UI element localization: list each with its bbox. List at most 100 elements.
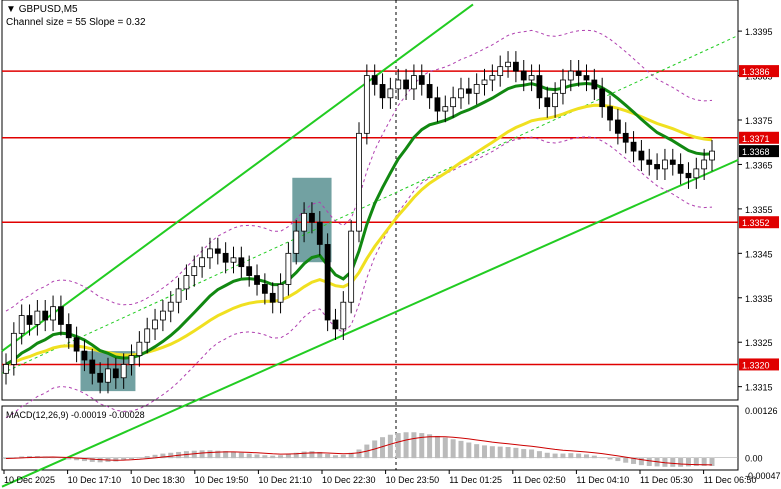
macd-bar xyxy=(113,457,119,462)
macd-bar xyxy=(434,435,440,459)
candle-body xyxy=(277,284,284,303)
candle-body xyxy=(316,221,323,245)
macd-bar xyxy=(356,449,362,459)
candle-body xyxy=(26,315,33,325)
macd-bar xyxy=(270,455,276,459)
candle-body xyxy=(183,275,190,290)
time-label: 10 Dec 21:10 xyxy=(258,475,312,485)
candle-body xyxy=(442,106,449,112)
macd-bar xyxy=(513,447,519,459)
macd-bar xyxy=(66,457,72,460)
candle-body xyxy=(544,97,551,108)
macd-bar xyxy=(301,451,307,459)
level-label: 1.3352 xyxy=(742,218,770,228)
candle-body xyxy=(65,324,72,339)
candle-body xyxy=(638,150,645,161)
candle-body xyxy=(120,364,127,379)
channel-upper xyxy=(1,3,474,352)
candle-body xyxy=(583,75,590,81)
candle-body xyxy=(403,79,409,90)
candle-body xyxy=(18,315,25,334)
time-label: 11 Dec 01:25 xyxy=(449,475,502,485)
symbol-label: GBPUSD,M5 xyxy=(18,4,78,15)
candle-body xyxy=(614,119,621,134)
candle-body xyxy=(285,252,292,285)
macd-bar xyxy=(623,457,629,463)
time-label: 10 Dec 22:30 xyxy=(322,475,376,485)
macd-bar xyxy=(254,454,260,459)
candle-body xyxy=(693,168,700,179)
candle-body xyxy=(630,141,637,152)
candle-body xyxy=(191,266,198,276)
time-label: 11 Dec 04:10 xyxy=(576,475,629,485)
level-tag xyxy=(739,358,779,371)
macd-bar xyxy=(223,451,229,459)
macd-bar xyxy=(262,455,268,459)
candle-body xyxy=(567,70,574,81)
candle-body xyxy=(356,132,362,232)
macd-bar xyxy=(466,442,472,459)
level-tag xyxy=(739,65,779,78)
macd-bar xyxy=(58,457,64,459)
candle-body xyxy=(340,301,347,330)
collapse-marker[interactable]: ▼ xyxy=(6,4,16,15)
macd-bar xyxy=(560,453,566,459)
macd-bar xyxy=(670,457,676,467)
macd-bar xyxy=(50,456,56,459)
candle-body xyxy=(199,257,206,268)
candle-body xyxy=(709,150,715,161)
candle-body xyxy=(646,159,653,165)
candle-body xyxy=(112,368,119,379)
macd-bar xyxy=(325,454,331,459)
time-label: 10 Dec 23:50 xyxy=(386,475,440,485)
macd-bar xyxy=(403,432,409,459)
level-label: 1.3371 xyxy=(742,134,770,144)
price-tick-label: 1.3335 xyxy=(745,294,773,304)
candle-body xyxy=(622,132,629,143)
macd-bar xyxy=(631,457,637,464)
macd-bar xyxy=(536,451,542,459)
macd-bar xyxy=(646,457,652,466)
candle-body xyxy=(473,84,480,94)
candle-body xyxy=(560,79,566,94)
candle-body xyxy=(379,84,386,99)
macd-bar xyxy=(419,433,425,459)
price-tick-label: 1.3325 xyxy=(745,338,773,348)
macd-bar xyxy=(309,451,315,459)
bollinger-lower xyxy=(5,136,713,419)
macd-bar xyxy=(293,452,299,459)
candle-body xyxy=(246,266,253,276)
candle-body xyxy=(238,257,245,268)
candle-body xyxy=(105,368,111,383)
macd-axis-label: 0.00 xyxy=(745,454,763,464)
macd-bar xyxy=(340,454,346,459)
macd-bar xyxy=(583,454,589,459)
time-label: 10 Dec 18:30 xyxy=(131,475,185,485)
macd-bar xyxy=(591,455,597,459)
macd-bar xyxy=(521,449,527,459)
candle-body xyxy=(301,212,307,232)
macd-bar xyxy=(246,453,252,459)
macd-bar xyxy=(89,457,95,462)
candle-body xyxy=(269,292,276,303)
candle-body xyxy=(528,75,535,81)
candle-body xyxy=(481,79,488,85)
macd-bar xyxy=(638,457,644,466)
candle-body xyxy=(97,372,104,383)
macd-bar xyxy=(191,450,197,459)
candle-body xyxy=(505,61,511,68)
candle-body xyxy=(207,248,213,259)
candle-body xyxy=(662,159,668,170)
candle-body xyxy=(411,75,417,90)
candle-body xyxy=(81,350,88,361)
time-label: 10 Dec 19:50 xyxy=(195,475,249,485)
candle-body xyxy=(387,88,394,99)
candle-body xyxy=(136,341,143,356)
candle-body xyxy=(261,284,268,294)
candle-body xyxy=(512,61,519,72)
macd-bar xyxy=(552,453,558,459)
candle-body xyxy=(536,75,543,99)
macd-bar xyxy=(568,453,574,459)
candle-body xyxy=(497,66,504,76)
macd-axis-label: 0.00126 xyxy=(745,406,778,416)
